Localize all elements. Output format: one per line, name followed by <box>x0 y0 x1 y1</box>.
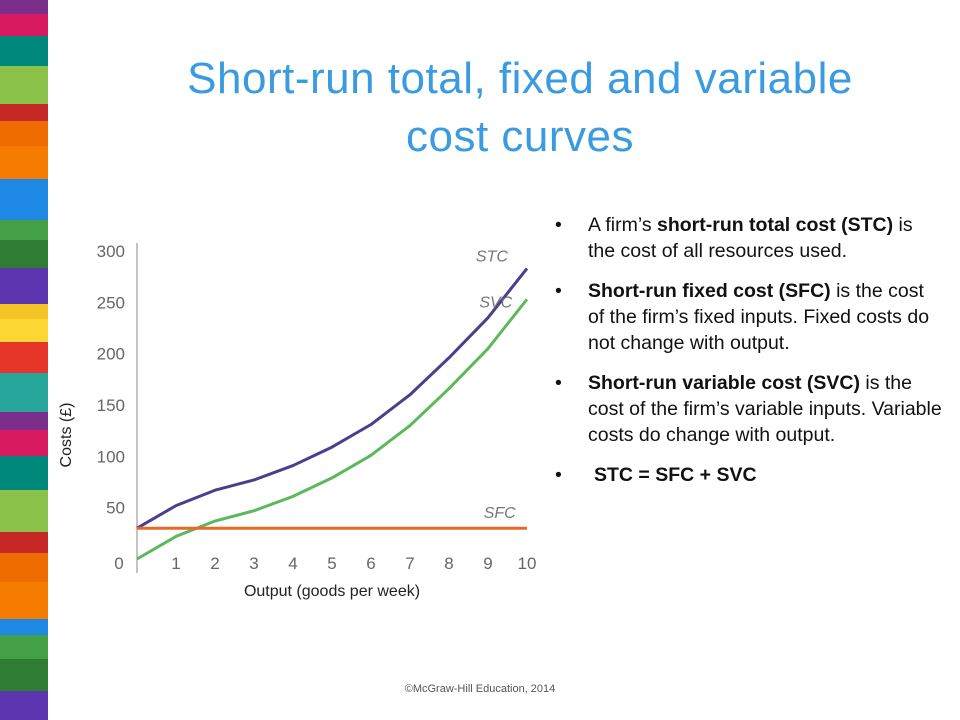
x-tick-label: 0 <box>114 554 123 573</box>
stripe <box>0 553 48 582</box>
y-tick-label: 250 <box>97 293 125 312</box>
svc-line <box>136 298 529 561</box>
stripe <box>0 268 48 304</box>
sfc-label: SFC <box>484 505 516 522</box>
stripe <box>0 66 48 104</box>
stripe <box>0 304 48 319</box>
x-tick-label: 5 <box>327 554 336 573</box>
cost-curves-chart: 50 100 150 200 250 300 0 1 2 3 4 5 6 7 8… <box>58 242 536 600</box>
stripe <box>0 456 48 490</box>
stripe <box>0 179 48 220</box>
bullet-text-post: is the cost of all resources used. <box>588 214 913 262</box>
stripe <box>0 619 48 635</box>
stripe <box>0 342 48 373</box>
x-tick-label: 9 <box>483 554 492 573</box>
x-tick-label: 1 <box>171 554 180 573</box>
bullet-text-post: is the cost of the firm’s fixed inputs. … <box>588 280 930 354</box>
stripe <box>0 490 48 532</box>
stripe <box>0 104 48 121</box>
stripe <box>0 532 48 553</box>
stc-label: STC <box>476 248 508 265</box>
stripe <box>0 373 48 412</box>
y-tick-label: 50 <box>106 499 125 518</box>
stripe <box>0 659 48 691</box>
x-tick-label: 3 <box>249 554 258 573</box>
bullet-equation: • STC = SFC + SVC <box>550 462 945 488</box>
bullet-list: • A firm’s short-run total cost (STC) is … <box>550 212 945 502</box>
x-tick-label: 4 <box>288 554 297 573</box>
bullet-dot: • <box>555 464 562 486</box>
copyright-footer: ©McGraw-Hill Education, 2014 <box>404 683 556 695</box>
bullet-text-bold: Short-run variable cost (SVC) <box>588 372 860 394</box>
slide-title: Short-run total, fixed and variable cost… <box>100 50 940 166</box>
bullet-dot: • <box>555 214 562 236</box>
stripe <box>0 691 48 720</box>
stripe <box>0 635 48 659</box>
stripe <box>0 220 48 240</box>
stripe <box>0 412 48 430</box>
bullet-sfc: • Short-run fixed cost (SFC) is the cost … <box>550 278 945 356</box>
x-tick-label: 10 <box>518 554 537 573</box>
y-axis-label: Costs (£) <box>58 403 75 468</box>
stripe <box>0 36 48 66</box>
bullet-text-bold: Short-run fixed cost (SFC) <box>588 280 831 302</box>
stripe <box>0 240 48 268</box>
x-tick-label: 2 <box>210 554 219 573</box>
bullet-text-pre: A firm’s <box>588 214 657 236</box>
y-tick-label: 200 <box>97 345 125 364</box>
y-tick-label: 300 <box>97 242 125 261</box>
x-tick-label: 6 <box>366 554 375 573</box>
stripe <box>0 582 48 619</box>
x-tick-labels: 0 1 2 3 4 5 6 7 8 9 10 <box>114 554 536 573</box>
svc-label: SVC <box>479 294 512 311</box>
x-tick-label: 8 <box>444 554 453 573</box>
stripe <box>0 146 48 179</box>
stripe <box>0 14 48 36</box>
stripe <box>0 121 48 146</box>
bullet-svc: • Short-run variable cost (SVC) is the co… <box>550 370 945 448</box>
bullet-stc: • A firm’s short-run total cost (STC) is … <box>550 212 945 264</box>
title-line-2: cost curves <box>405 112 634 161</box>
bullet-text-post: is the cost of the firm’s variable input… <box>588 372 942 446</box>
series-labels: STC SVC SFC <box>476 248 516 522</box>
bullet-text-bold: STC = SFC + SVC <box>594 464 757 486</box>
bullet-dot: • <box>555 280 562 302</box>
x-tick-label: 7 <box>405 554 414 573</box>
stripe <box>0 319 48 342</box>
y-tick-label: 150 <box>97 396 125 415</box>
y-tick-label: 100 <box>97 447 125 466</box>
series-lines <box>136 267 529 561</box>
bullet-dot: • <box>555 372 562 394</box>
title-line-1: Short-run total, fixed and variable <box>187 54 853 103</box>
stc-line <box>136 267 529 530</box>
stripe <box>0 0 48 14</box>
y-tick-labels: 50 100 150 200 250 300 <box>97 242 125 518</box>
decorative-stripes <box>0 0 48 720</box>
bullet-text-bold: short-run total cost (STC) <box>656 214 894 236</box>
x-axis-label: Output (goods per week) <box>244 583 420 600</box>
stripe <box>0 430 48 456</box>
